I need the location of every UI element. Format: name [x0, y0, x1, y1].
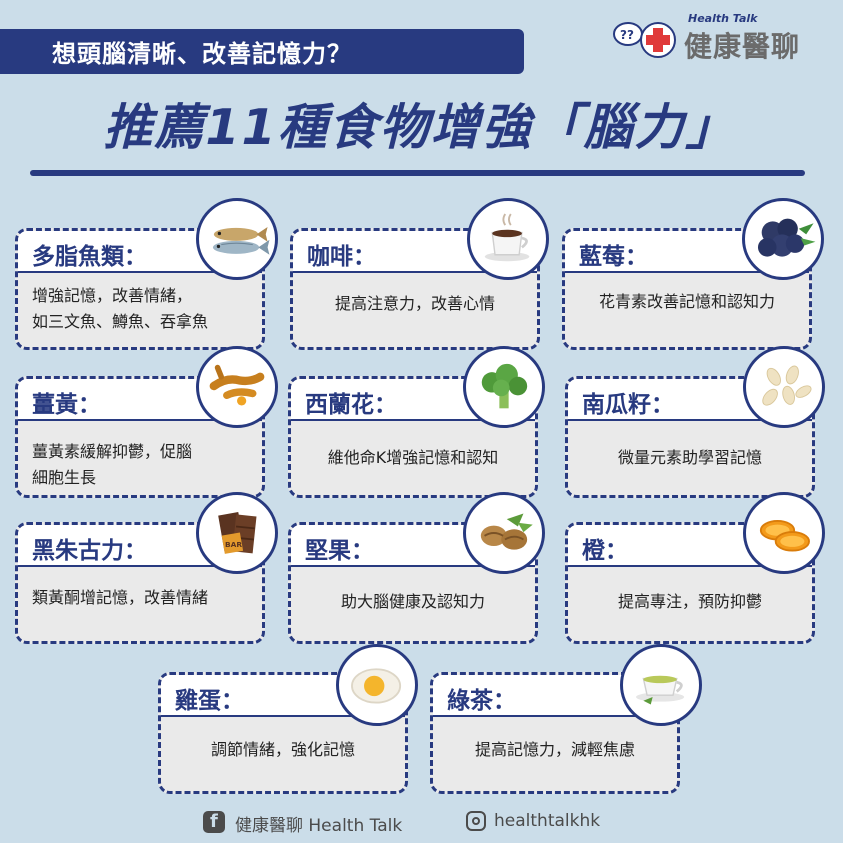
- footer: 健康醫聊 Health Talk healthtalkhk: [0, 808, 843, 838]
- food-card-turmeric: 薑黃： 薑黃素緩解抑鬱，促腦 細胞生長: [15, 376, 265, 498]
- instagram-link[interactable]: healthtalkhk: [494, 811, 601, 831]
- food-description: 類黃酮增記憶，改善情緒: [32, 588, 209, 607]
- food-name: 咖啡：: [307, 244, 376, 270]
- food-name: 綠茶：: [447, 688, 516, 714]
- brand-english: Health Talk: [688, 12, 758, 25]
- pumpkin-seed-icon: [743, 346, 825, 428]
- blueberry-icon: [742, 198, 824, 280]
- food-name: 藍莓：: [579, 244, 648, 270]
- food-name: 黑朱古力：: [32, 538, 147, 564]
- broccoli-icon: [463, 346, 545, 428]
- food-name: 堅果：: [305, 538, 374, 564]
- page-title: 推薦11種食物增強「腦力」: [103, 99, 737, 156]
- svg-text:??: ??: [620, 28, 634, 42]
- food-description: 薑黃素緩解抑鬱，促腦 細胞生長: [32, 442, 193, 487]
- question-text: 想頭腦清晰、改善記憶力？: [52, 40, 352, 68]
- food-name: 西蘭花：: [305, 392, 397, 418]
- fish-icon: [196, 198, 278, 280]
- turmeric-icon: [196, 346, 278, 428]
- food-name: 多脂魚類：: [32, 244, 147, 270]
- food-description: 提高注意力，改善心情: [334, 294, 495, 313]
- brand-logo-block: ?? Health Talk 健康醫聊: [612, 12, 827, 63]
- brand-chinese: 健康醫聊: [684, 30, 801, 63]
- food-name: 薑黃：: [32, 392, 101, 418]
- food-name: 橙：: [582, 538, 628, 564]
- green-tea-icon: [620, 644, 702, 726]
- food-description: 提高專注，預防抑鬱: [617, 592, 762, 611]
- food-description: 微量元素助學習記憶: [617, 448, 762, 467]
- egg-icon: [336, 644, 418, 726]
- food-name: 南瓜籽：: [582, 392, 674, 418]
- question-banner: 想頭腦清晰、改善記憶力？: [0, 29, 524, 74]
- orange-icon: [743, 492, 825, 574]
- food-description: 花青素改善記憶和認知力: [598, 292, 775, 311]
- coffee-icon: [467, 198, 549, 280]
- facebook-link[interactable]: 健康醫聊 Health Talk: [235, 816, 403, 836]
- chocolate-icon: BAR: [196, 492, 278, 574]
- food-description: 增強記憶，改善情緒， 如三文魚、鱒魚、吞拿魚: [32, 286, 209, 331]
- food-name: 雞蛋：: [175, 688, 244, 714]
- food-description: 調節情緒，強化記憶: [210, 740, 355, 759]
- chat-cross-icon: ??: [613, 22, 676, 58]
- svg-text:BAR: BAR: [225, 540, 242, 549]
- facebook-icon[interactable]: [203, 811, 225, 833]
- nuts-icon: [463, 492, 545, 574]
- food-description: 維他命K增強記憶和認知: [327, 448, 499, 467]
- food-description: 提高記憶力，減輕焦慮: [474, 740, 635, 759]
- title-underline: [30, 170, 805, 176]
- instagram-icon[interactable]: [466, 811, 486, 831]
- food-description: 助大腦健康及認知力: [340, 592, 485, 611]
